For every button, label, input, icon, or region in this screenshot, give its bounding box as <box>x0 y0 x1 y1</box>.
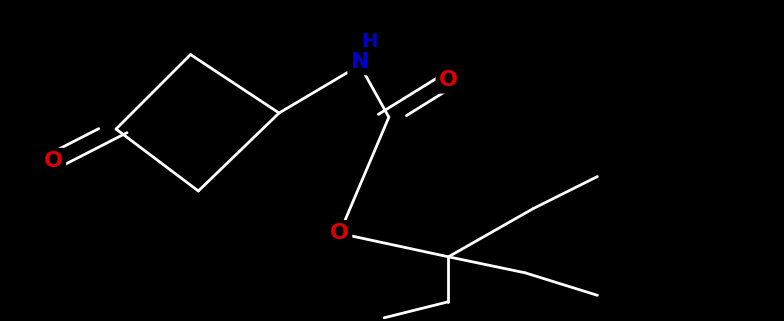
Text: N: N <box>350 52 369 72</box>
Text: H: H <box>361 31 377 51</box>
Text: O: O <box>330 223 349 243</box>
Text: O: O <box>439 70 458 90</box>
Text: O: O <box>44 151 63 171</box>
